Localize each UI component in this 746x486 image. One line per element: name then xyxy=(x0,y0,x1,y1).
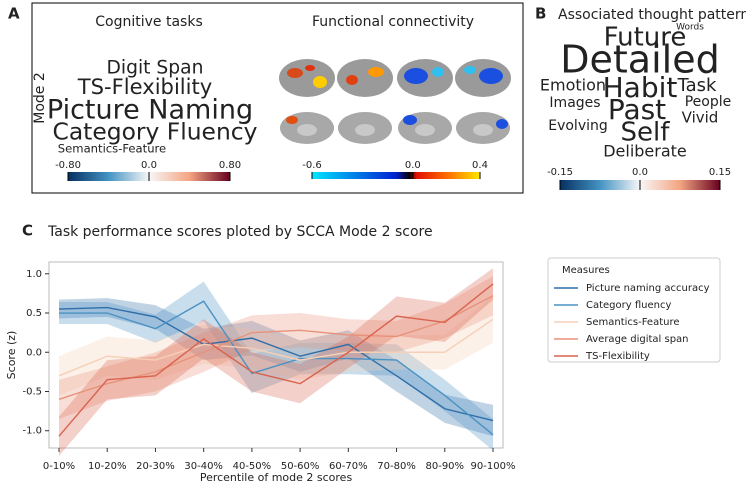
x-tick-label: 0-10% xyxy=(43,461,75,472)
legend-label: Picture naming accuracy xyxy=(586,283,710,294)
colorbar-tick-label: -0.15 xyxy=(547,167,573,178)
word: Emotion xyxy=(540,76,606,95)
word: TS-Flexibility xyxy=(77,74,213,99)
x-tick-label: 50-60% xyxy=(281,461,320,472)
word: Deliberate xyxy=(603,142,687,161)
y-tick-label: 0.0 xyxy=(26,347,42,358)
word: People xyxy=(685,94,732,110)
x-tick-label: 30-40% xyxy=(184,461,223,472)
confidence-band xyxy=(59,295,493,396)
colorbar-tick-label: 0.0 xyxy=(405,160,421,171)
panel-frame xyxy=(31,2,524,194)
legend-label: Semantics-Feature xyxy=(586,317,680,328)
x-axis-label: Percentile of mode 2 scores xyxy=(200,471,353,484)
colorbar-tick-label: 0.4 xyxy=(472,160,488,171)
x-tick-label: 60-70% xyxy=(329,461,368,472)
x-tick-label: 90-100% xyxy=(471,461,516,472)
word: Images xyxy=(549,95,600,111)
y-tick-label: 0.5 xyxy=(26,308,42,319)
legend-label: TS-Flexibility xyxy=(585,351,650,362)
word: Past xyxy=(608,93,666,126)
y-tick-label: -0.5 xyxy=(22,386,42,397)
word: Evolving xyxy=(548,118,608,134)
x-tick-label: 40-50% xyxy=(233,461,272,472)
line xyxy=(59,300,494,436)
panel-label: A xyxy=(8,5,20,23)
word: Future xyxy=(604,23,687,53)
panel-title: Cognitive tasks xyxy=(95,14,202,30)
colorbar-tick-label: 0.0 xyxy=(141,160,157,171)
panel-label: C xyxy=(22,222,33,240)
legend-label: Average digital span xyxy=(586,334,689,345)
colorbar xyxy=(312,172,480,179)
y-tick-label: 1.0 xyxy=(26,269,42,280)
chart-title: Task performance scores ploted by SCCA M… xyxy=(47,224,433,240)
word: Detailed xyxy=(560,38,719,82)
colorbar-tick-label: 0.80 xyxy=(219,160,241,171)
line xyxy=(58,318,494,377)
word: Self xyxy=(621,118,671,148)
legend-label: Category fluency xyxy=(586,300,671,311)
x-tick-label: 10-20% xyxy=(88,461,127,472)
panel-title: Associated thought pattern xyxy=(558,7,746,23)
panel-title: Functional connectivity xyxy=(312,14,474,30)
colorbar-tick-label: 0.15 xyxy=(709,167,731,178)
word: Semantics-Feature xyxy=(58,142,166,156)
line xyxy=(58,306,494,422)
confidence-band xyxy=(59,268,493,456)
confidence-band xyxy=(59,298,493,437)
x-tick-label: 70-80% xyxy=(377,461,416,472)
legend-title: Measures xyxy=(562,265,610,276)
colorbar-tick-label: -0.80 xyxy=(55,160,81,171)
word: Vivid xyxy=(682,109,719,127)
mode-label: Mode 2 xyxy=(32,72,48,124)
word: Task xyxy=(677,75,717,96)
word: Habit xyxy=(603,71,678,104)
plot-frame xyxy=(48,261,504,449)
legend xyxy=(547,257,721,363)
x-tick-label: 80-90% xyxy=(425,461,464,472)
word: Picture Naming xyxy=(47,95,253,126)
colorbar-tick-label: 0.0 xyxy=(632,167,648,178)
y-axis-label: Score (z) xyxy=(5,331,18,380)
colorbar-tick-label: -0.6 xyxy=(302,160,322,171)
brain-maps xyxy=(279,59,511,144)
panel-label: B xyxy=(535,5,546,23)
x-tick-label: 20-30% xyxy=(136,461,175,472)
y-tick-label: -1.0 xyxy=(22,426,42,437)
word: Words xyxy=(676,23,704,33)
word: Category Fluency xyxy=(53,118,258,146)
word: Digit Span xyxy=(107,58,204,79)
line xyxy=(58,283,494,437)
